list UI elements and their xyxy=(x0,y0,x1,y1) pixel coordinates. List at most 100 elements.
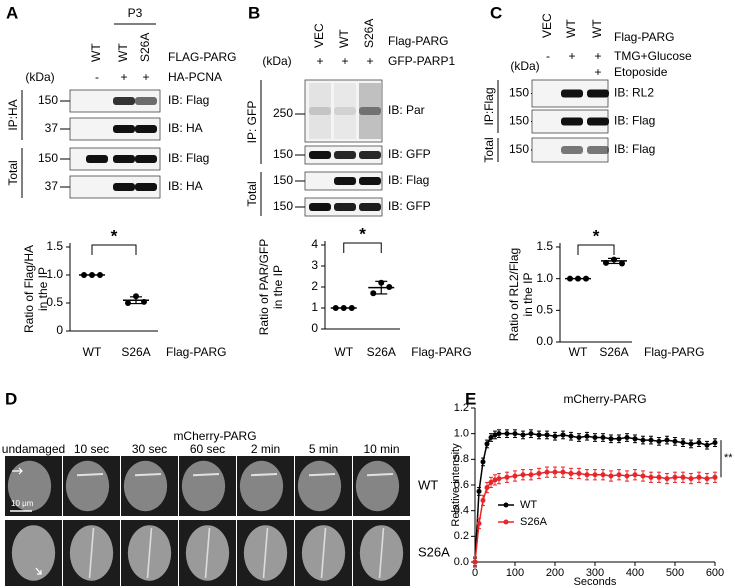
kda-marker: 150 xyxy=(273,199,293,213)
row-label: WT xyxy=(418,477,438,492)
nucleus xyxy=(123,460,168,512)
point xyxy=(520,472,526,478)
point xyxy=(512,431,518,437)
x-label: Flag-PARG xyxy=(644,345,704,359)
point xyxy=(688,476,694,482)
x-tick-label: 500 xyxy=(666,567,684,579)
band xyxy=(334,151,356,159)
point xyxy=(480,459,486,465)
blot-label: IB: GFP xyxy=(388,147,431,161)
y-tick-label: 2 xyxy=(311,279,318,293)
point xyxy=(484,441,490,447)
significance: * xyxy=(593,226,600,245)
point xyxy=(608,473,614,479)
blot-label: IB: GFP xyxy=(388,199,431,213)
point xyxy=(472,559,478,565)
point xyxy=(680,474,686,480)
point xyxy=(584,472,590,478)
band xyxy=(113,125,135,133)
y-tick-label: 0.4 xyxy=(454,505,469,517)
point xyxy=(560,432,566,438)
y-tick-label: 1.0 xyxy=(46,267,63,281)
point xyxy=(656,438,662,444)
y-tick-label: 0.0 xyxy=(536,334,553,348)
sign: + xyxy=(366,54,373,68)
y-tick-label: 3 xyxy=(311,258,318,272)
band xyxy=(561,117,583,126)
blot-label: IB: Flag xyxy=(614,114,655,128)
blot-label: IB: HA xyxy=(168,179,203,193)
y-tick-label: 0 xyxy=(56,323,63,337)
timepoint-label: 10 min xyxy=(363,442,399,456)
sign: + xyxy=(594,65,601,79)
point xyxy=(632,436,638,442)
band xyxy=(135,183,157,191)
arrow xyxy=(12,467,23,475)
band xyxy=(135,125,157,133)
x-tick-label: S26A xyxy=(121,345,150,359)
sig-bracket xyxy=(577,244,615,255)
blot-label: IB: Flag xyxy=(614,142,655,156)
panel-letter: E xyxy=(465,389,476,408)
band xyxy=(113,183,135,191)
nucleus xyxy=(355,460,400,512)
sign: + xyxy=(316,54,323,68)
band xyxy=(309,203,331,211)
y-tick-label: 0.0 xyxy=(454,556,469,568)
lane-label: WT xyxy=(116,43,130,62)
lane-title: FLAG-PARG xyxy=(168,50,236,64)
blot-label: IB: Flag xyxy=(168,93,209,107)
band xyxy=(113,155,135,163)
x-tick-label: 400 xyxy=(626,567,644,579)
y-label: in the IP xyxy=(271,265,285,309)
point xyxy=(552,469,558,475)
point xyxy=(648,474,654,480)
point xyxy=(576,435,582,441)
blot-label: IB: Flag xyxy=(168,151,209,165)
lane-title: Flag-PARG xyxy=(614,30,674,44)
section-label: IP:Flag xyxy=(482,87,496,125)
damage-stripe xyxy=(250,473,278,477)
nucleus xyxy=(7,460,52,512)
x-label: Flag-PARG xyxy=(166,345,226,359)
point xyxy=(528,431,534,437)
sign: - xyxy=(546,49,550,63)
blot-label: IB: Par xyxy=(388,103,425,117)
point xyxy=(568,433,574,439)
y-tick-label: 0.5 xyxy=(536,303,553,317)
point xyxy=(125,300,131,306)
band xyxy=(561,89,583,98)
row-label: S26A xyxy=(418,544,450,559)
point xyxy=(672,438,678,444)
y-label: Ratio of RL2/Flag xyxy=(507,248,521,341)
x-tick-label: WT xyxy=(334,345,353,359)
blot xyxy=(304,79,383,143)
kda-marker: 150 xyxy=(38,93,58,107)
panel-letter: A xyxy=(6,3,18,22)
point xyxy=(664,476,670,482)
y-label: Relative intensity xyxy=(450,443,462,527)
lane-label: S26A xyxy=(138,33,152,62)
band xyxy=(334,177,356,185)
point xyxy=(504,431,510,437)
timepoint-label: 2 min xyxy=(251,442,280,456)
lane-label: VEC xyxy=(540,13,554,38)
y-tick-label: 0.6 xyxy=(454,479,469,491)
nucleus xyxy=(239,460,284,512)
section-label: Total xyxy=(245,181,259,206)
point xyxy=(512,473,518,479)
significance: * xyxy=(111,226,118,245)
x-tick-label: 200 xyxy=(546,567,564,579)
kda-marker: 150 xyxy=(509,142,529,156)
legend-label: S26A xyxy=(520,516,548,528)
y-tick-label: 0 xyxy=(311,321,318,335)
damage-stripe xyxy=(134,473,162,477)
point xyxy=(712,440,718,446)
point xyxy=(704,442,710,448)
kda-marker: 150 xyxy=(509,114,529,128)
point xyxy=(592,472,598,478)
sign: + xyxy=(341,54,348,68)
point xyxy=(656,474,662,480)
nucleus xyxy=(65,460,110,512)
band xyxy=(334,107,356,115)
